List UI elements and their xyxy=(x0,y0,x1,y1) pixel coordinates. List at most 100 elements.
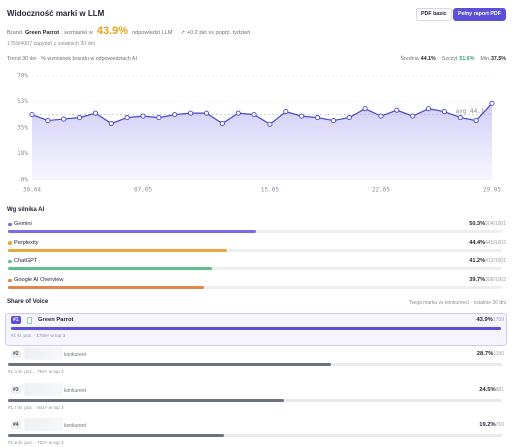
sov-pct: 24.5% xyxy=(479,387,496,393)
blurred-name xyxy=(24,418,63,431)
point xyxy=(426,106,432,112)
brand-name: Green Parrot xyxy=(24,30,60,36)
engine-name: ChatGPT xyxy=(14,258,38,265)
stat: Średnia 44.1% xyxy=(400,56,435,62)
point xyxy=(394,107,400,113)
sov-pct: 43.9% xyxy=(476,317,493,323)
summary-prefix: Brand xyxy=(7,30,22,36)
point xyxy=(172,112,178,118)
trend-label: Trend 30 dni · % wzmianek brandu w odpow… xyxy=(7,56,137,62)
x-tick-label: 07.05 xyxy=(134,187,152,194)
sov-bar xyxy=(11,327,501,330)
stat: Szczyt 51.6% xyxy=(442,56,475,62)
engine-bar xyxy=(8,230,257,233)
engine-name: Google AI Overview xyxy=(14,277,64,284)
area xyxy=(32,103,492,180)
queries: 1759/4007 zapytań z ostatnich 30 dni xyxy=(7,41,95,47)
sov-track xyxy=(8,434,502,437)
stat-value: 37.5% xyxy=(490,56,506,62)
point xyxy=(378,113,384,119)
sov-value: 19.2% 769 xyxy=(479,422,504,428)
sov-count sep: 1759 xyxy=(492,317,504,323)
stat: Min 37.5% xyxy=(480,56,506,62)
point xyxy=(441,109,447,115)
stat-value: 44.1% xyxy=(420,56,436,62)
sov-detail: #1.7 śr. poz. · 941× w top 3 xyxy=(8,405,64,410)
point xyxy=(457,115,463,121)
sov-count sep: 769 xyxy=(495,422,504,428)
rank-badge: #3 xyxy=(11,386,21,394)
engine-bar xyxy=(8,286,205,290)
sov-name: konkurent xyxy=(64,388,86,394)
engine-value: 50.3% 504/1001 xyxy=(469,221,506,227)
y-tick-label: 53% xyxy=(17,98,28,105)
engine-value: 44.4% 445/1002 xyxy=(469,240,506,246)
trend-stats: Średnia 44.1% Szczyt 51.6% Min 37.5% xyxy=(400,56,506,62)
sov-detail: #1 śr. poz. · 1759× w top 3 xyxy=(11,333,66,338)
stat-name: Szczyt xyxy=(441,56,458,62)
point xyxy=(410,113,416,119)
sov-detail: #1.4 śr. poz. · 792× w top 3 xyxy=(8,369,64,374)
point xyxy=(140,113,146,119)
summary-value: 43.9% xyxy=(96,25,129,37)
x-tick-label: 22.05 xyxy=(372,187,390,194)
point xyxy=(362,106,368,112)
rank-badge: #1 xyxy=(11,316,21,324)
engine-track xyxy=(8,267,502,271)
engine-pct: 39.7% xyxy=(469,277,486,284)
engine-value: 39.7% 398/1003 xyxy=(469,277,506,283)
engine-dot xyxy=(8,278,12,283)
sov-value: 24.5% 981 xyxy=(479,387,504,393)
rank-badge: #2 xyxy=(11,350,21,358)
pdf-button[interactable]: Pełny raport PDF xyxy=(453,8,506,21)
sov-bar xyxy=(8,399,284,402)
engine-value: 41.2% 412/1001 xyxy=(469,258,506,264)
point xyxy=(203,110,210,116)
blurred-name xyxy=(24,383,63,396)
blurred-name xyxy=(24,347,63,360)
engine-detail sep: 504/1001 xyxy=(485,221,506,227)
engine-track xyxy=(8,286,502,290)
sov-count sep: 1150 xyxy=(493,351,504,357)
engine-name: Perplexity xyxy=(14,239,39,246)
point xyxy=(235,110,241,116)
section-title: Share of Voice xyxy=(7,299,49,305)
brand-icon xyxy=(27,317,32,324)
summary-mid: : wzmianki w xyxy=(61,30,93,36)
point xyxy=(267,121,273,127)
point xyxy=(346,115,352,121)
sov-name: Green Parrot xyxy=(38,317,74,323)
trend-line xyxy=(31,102,493,126)
point xyxy=(108,120,114,127)
section-subtitle: Twoja marka vs konkurenci · ostatnie 30 … xyxy=(408,300,506,306)
sov-detail: #1.8 śr. poz. · 762× w top 3 xyxy=(8,440,64,445)
point xyxy=(251,112,257,118)
engine-bar xyxy=(8,267,212,271)
engine-detail sep: 398/1003 xyxy=(485,277,506,284)
engine-detail sep: 412/1001 xyxy=(485,258,506,265)
stat-name: Średnia xyxy=(400,56,419,62)
y-tick-label: 0% xyxy=(21,177,29,184)
point xyxy=(299,113,305,119)
x-tick-label: 15.05 xyxy=(261,187,279,194)
engine-track xyxy=(8,248,502,252)
sov-pct: 19.2% xyxy=(479,422,496,428)
engine-dot xyxy=(8,241,12,245)
engine-pct: 50.3% xyxy=(469,221,486,227)
point xyxy=(489,100,495,106)
point xyxy=(45,118,51,124)
pdf-button[interactable]: PDF basic xyxy=(416,8,452,21)
summary-suffix: odpowiedzi LLM xyxy=(132,30,173,36)
engine-dot xyxy=(8,222,12,226)
stat-value: 51.6% xyxy=(459,56,475,62)
engine-dot xyxy=(8,259,12,264)
point xyxy=(188,110,194,116)
stat-name: Min xyxy=(480,56,489,62)
point xyxy=(61,116,67,122)
point xyxy=(314,115,321,121)
engine-detail sep: 445/1002 xyxy=(485,239,506,246)
x-tick-label: 30.04 xyxy=(23,187,41,194)
point xyxy=(77,115,83,121)
engine-pct: 44.4% xyxy=(469,239,486,246)
